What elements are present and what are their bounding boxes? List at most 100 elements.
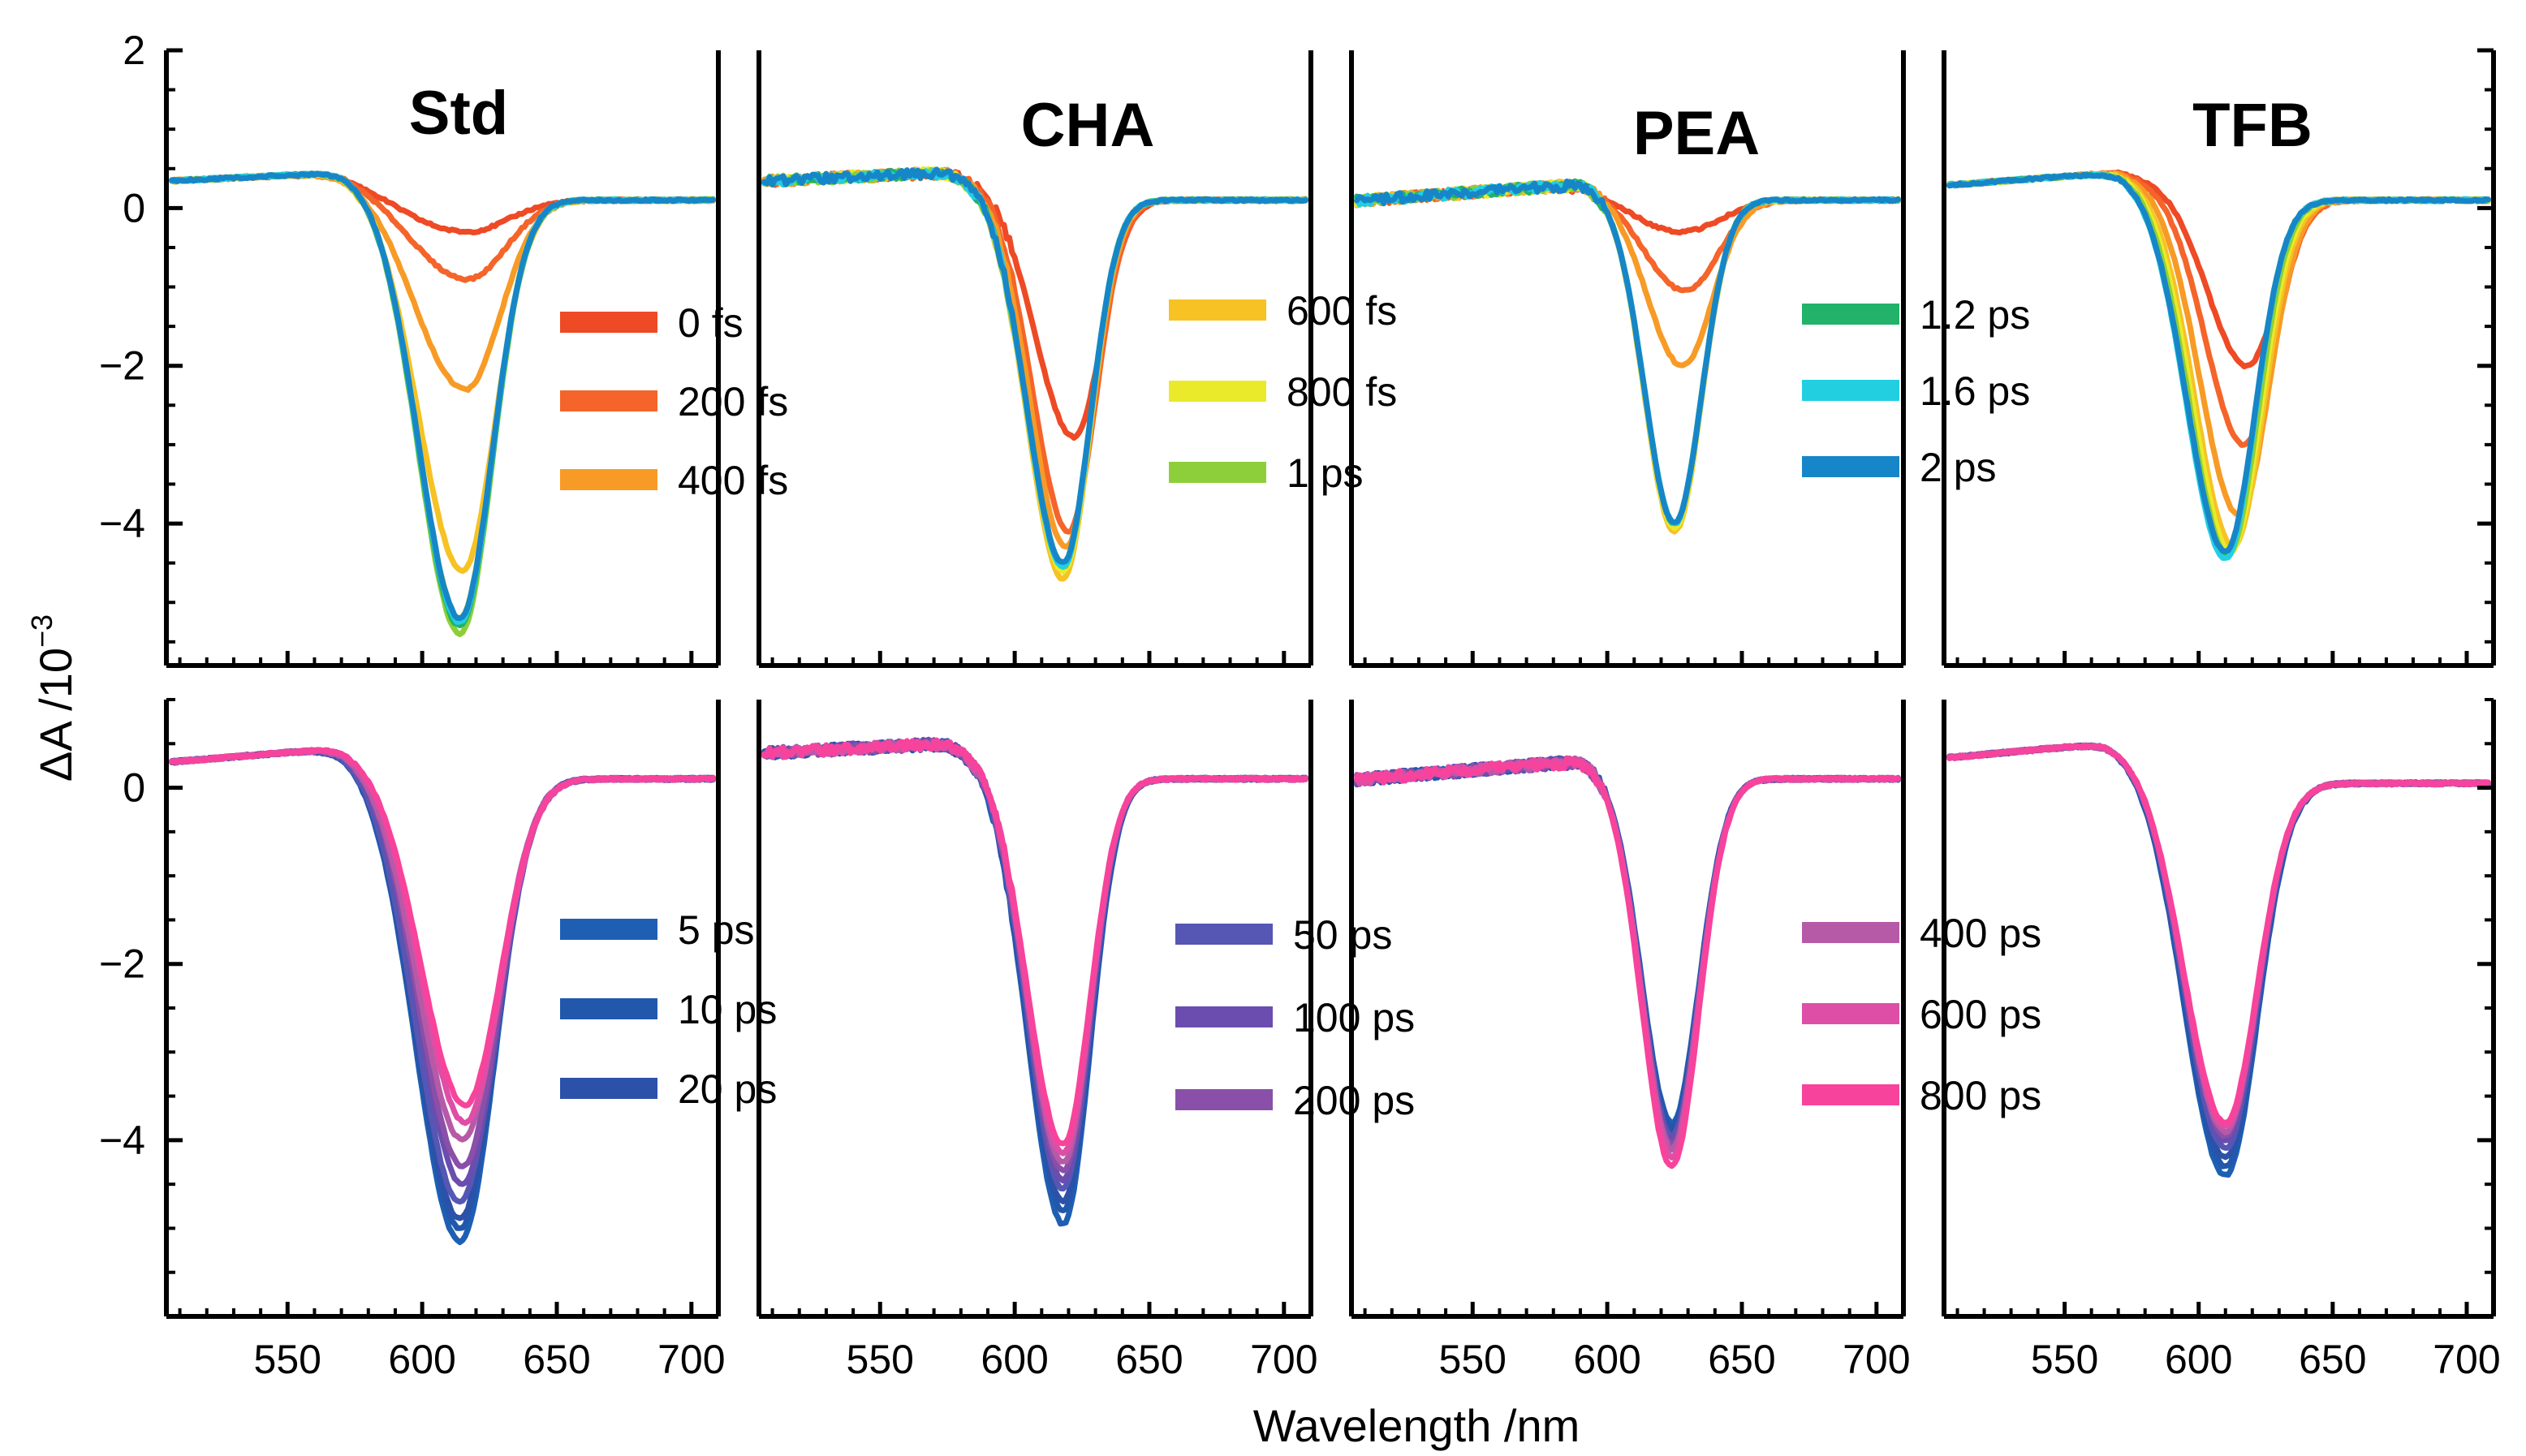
legend-swatch-400-fs [560, 469, 657, 490]
curve-cha-bottom-50-ps [761, 737, 1308, 1192]
curve-cha-top-600-fs [761, 166, 1308, 582]
curve-cha-top-1.6-ps [761, 167, 1308, 571]
x-tick-label-pea-550: 550 [1439, 1337, 1507, 1382]
legend-label-10-ps: 10 ps [678, 987, 777, 1032]
curve-tfb-top-1.2-ps [1946, 171, 2491, 559]
legend-swatch-0-fs [560, 312, 657, 333]
curve-tfb-top-1-ps [1946, 170, 2491, 558]
frame-cha-top [757, 50, 1313, 668]
legend-label-800-fs: 800 fs [1287, 369, 1397, 415]
y-tick-label-bottom--2: −2 [99, 941, 145, 987]
y-tick-label-top--2: −2 [99, 343, 145, 389]
legend-label-600-fs: 600 fs [1287, 288, 1397, 334]
legend-label-50-ps: 50 ps [1293, 912, 1392, 958]
y-tick-label-bottom-0: 0 [123, 765, 145, 811]
x-tick-label-tfb-600: 600 [2165, 1337, 2232, 1382]
curve-pea-bottom-100-ps [1354, 756, 1901, 1144]
panel-titles: Std CHA PEA TFB [409, 79, 2313, 168]
legend-label-600-ps: 600 ps [1920, 992, 2041, 1037]
panel-title-cha: CHA [1021, 91, 1155, 160]
curve-pea-bottom-800-ps [1354, 755, 1901, 1170]
curve-std-top-400-fs [169, 171, 716, 393]
axis-ticks [166, 48, 2494, 1316]
legend-label-5-ps: 5 ps [678, 907, 755, 953]
curve-cha-bottom-20-ps [761, 737, 1308, 1204]
curve-std-top-2-ps [169, 170, 716, 622]
panel-frames [164, 50, 2496, 1319]
curve-pea-top-600-fs [1354, 179, 1901, 535]
x-tick-label-pea-600: 600 [1573, 1337, 1640, 1382]
legend-swatch-200-fs [560, 390, 657, 411]
curve-tfb-top-2-ps [1946, 171, 2491, 554]
legend-swatch-50-ps [1175, 924, 1273, 945]
x-tick-label-std-600: 600 [388, 1337, 455, 1382]
legend-label-2-ps: 2 ps [1920, 445, 1997, 490]
y-axis-label-base: ΔA /10 [30, 648, 81, 782]
curve-cha-top-1-ps [761, 166, 1308, 570]
legend-label-100-ps: 100 ps [1293, 995, 1415, 1040]
curve-cha-bottom-10-ps [761, 738, 1308, 1213]
x-axis-label: Wavelength /nm [1253, 1400, 1580, 1451]
legend-swatch-20-ps [560, 1078, 657, 1099]
curve-cha-top-400-fs [761, 166, 1308, 550]
tick-labels: 2 0 −2 −4 550 600 650 700 0 −2 −4 550 600 650 700 550 60… [99, 28, 2501, 1382]
x-tick-label-cha-700: 700 [1250, 1337, 1317, 1382]
curve-cha-top-2-ps [761, 166, 1308, 565]
frame-pea-bottom [1349, 700, 1906, 1319]
legend-swatch-1-ps [1169, 462, 1266, 483]
legend-label-0-fs: 0 fs [678, 300, 744, 346]
panel-title-pea: PEA [1633, 99, 1760, 168]
curve-tfb-top-600-fs [1946, 170, 2491, 551]
frame-cha-bottom [757, 700, 1313, 1319]
x-tick-label-std-550: 550 [254, 1337, 321, 1382]
curve-cha-bottom-5-ps [761, 739, 1308, 1227]
curve-pea-top-2-ps [1354, 179, 1901, 526]
y-tick-label-top-0: 0 [123, 185, 145, 230]
legend-swatch-600-ps [1802, 1003, 1899, 1024]
curve-tfb-bottom-800-ps [1946, 742, 2491, 1126]
legend-swatch-5-ps [560, 919, 657, 940]
legend-swatch-100-ps [1175, 1006, 1273, 1027]
x-tick-label-tfb-550: 550 [2031, 1337, 2098, 1382]
x-tick-label-tfb-650: 650 [2299, 1337, 2366, 1382]
legend-label-1.6-ps: 1.6 ps [1920, 368, 2030, 414]
legend-swatch-10-ps [560, 998, 657, 1019]
legend-label-1-ps: 1 ps [1287, 450, 1364, 496]
curve-tfb-top-800-fs [1946, 170, 2491, 554]
curve-std-bottom-800-ps [169, 747, 716, 1109]
y-tick-label-bottom--4: −4 [99, 1118, 145, 1163]
legend-swatch-800-ps [1802, 1084, 1899, 1105]
legend-swatch-200-ps [1175, 1089, 1273, 1110]
curve-cha-bottom-800-ps [761, 737, 1308, 1147]
x-tick-label-std-700: 700 [657, 1337, 725, 1382]
x-tick-label-tfb-700: 700 [2433, 1337, 2500, 1382]
x-tick-label-cha-650: 650 [1115, 1337, 1183, 1382]
frame-pea-top [1349, 50, 1906, 668]
legend-swatch-400-ps [1802, 922, 1899, 943]
legend-swatch-2-ps [1802, 456, 1899, 477]
legend-swatch-1.6-ps [1802, 380, 1899, 401]
x-tick-label-cha-600: 600 [981, 1337, 1048, 1382]
legend-swatch-600-fs [1169, 299, 1266, 321]
x-tick-label-pea-650: 650 [1708, 1337, 1775, 1382]
panel-title-std: Std [409, 79, 508, 148]
legend-label-1.2-ps: 1.2 ps [1920, 292, 2030, 338]
x-tick-label-pea-700: 700 [1843, 1337, 1910, 1382]
legend-label-400-fs: 400 fs [678, 458, 788, 503]
curve-cha-top-1.2-ps [761, 168, 1308, 566]
x-tick-label-std-650: 650 [523, 1337, 590, 1382]
legend-label-800-ps: 800 ps [1920, 1073, 2041, 1118]
legend-label-400-ps: 400 ps [1920, 911, 2041, 956]
x-tick-label-cha-550: 550 [847, 1337, 914, 1382]
curve-tfb-top-400-fs [1946, 170, 2491, 519]
legend-label-200-fs: 200 fs [678, 379, 788, 424]
curve-pea-bottom-20-ps [1354, 756, 1901, 1134]
curve-pea-bottom-50-ps [1354, 755, 1901, 1139]
y-axis-label: ΔA /10−3 [25, 614, 81, 782]
y-tick-label-top-2: 2 [123, 28, 145, 73]
legend-label-200-ps: 200 ps [1293, 1078, 1415, 1123]
legends: 0 fs 200 fs 400 fs 600 fs 800 fs 1 ps 1.2 ps 1.… [560, 288, 2041, 1123]
legend-swatch-800-fs [1169, 381, 1266, 402]
curve-cha-top-800-fs [761, 166, 1308, 575]
